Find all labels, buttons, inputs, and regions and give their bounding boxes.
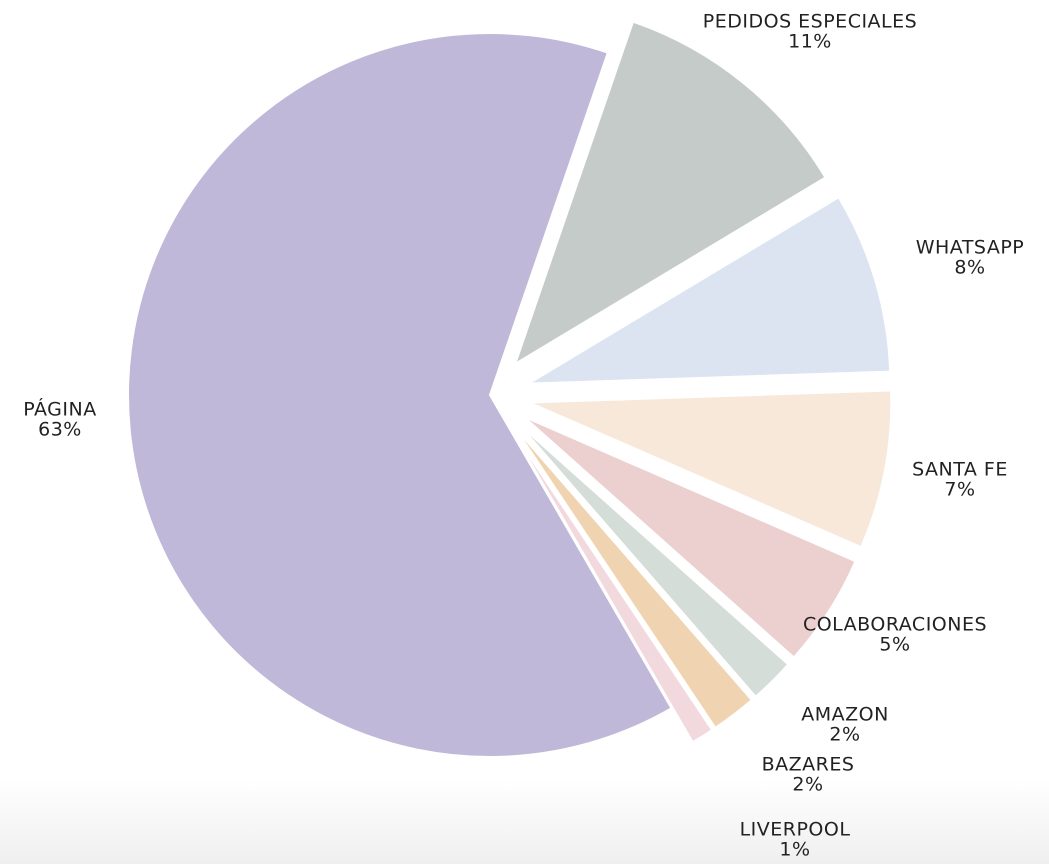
pie-slice [513,20,827,367]
slice-value: 1% [779,839,810,861]
slice-label: PEDIDOS ESPECIALES [703,11,917,33]
slice-value: 2% [792,774,823,796]
slice-value: 63% [38,419,82,441]
slice-value: 8% [954,257,985,279]
pie-slice [524,195,892,385]
pie-slice [517,422,790,699]
slice-value: 5% [879,634,910,656]
slice-value: 11% [788,31,832,53]
slice-label: AMAZON [801,704,889,726]
slice-label: LIVERPOOL [740,819,851,841]
footer-band [0,780,1049,864]
pie-slice [523,415,857,659]
pie-slice [513,426,754,730]
slice-label: COLABORACIONES [803,614,987,636]
pie-slice [127,32,673,758]
slice-label: BAZARES [762,754,855,776]
pie-slice [510,428,714,744]
slice-value: 2% [829,724,860,746]
slice-label: SANTA FE [912,459,1008,481]
slice-label: PÁGINA [23,398,96,421]
slice-label: WHATSAPP [916,237,1025,259]
slice-value: 7% [944,479,975,501]
pie-slice [528,389,893,549]
